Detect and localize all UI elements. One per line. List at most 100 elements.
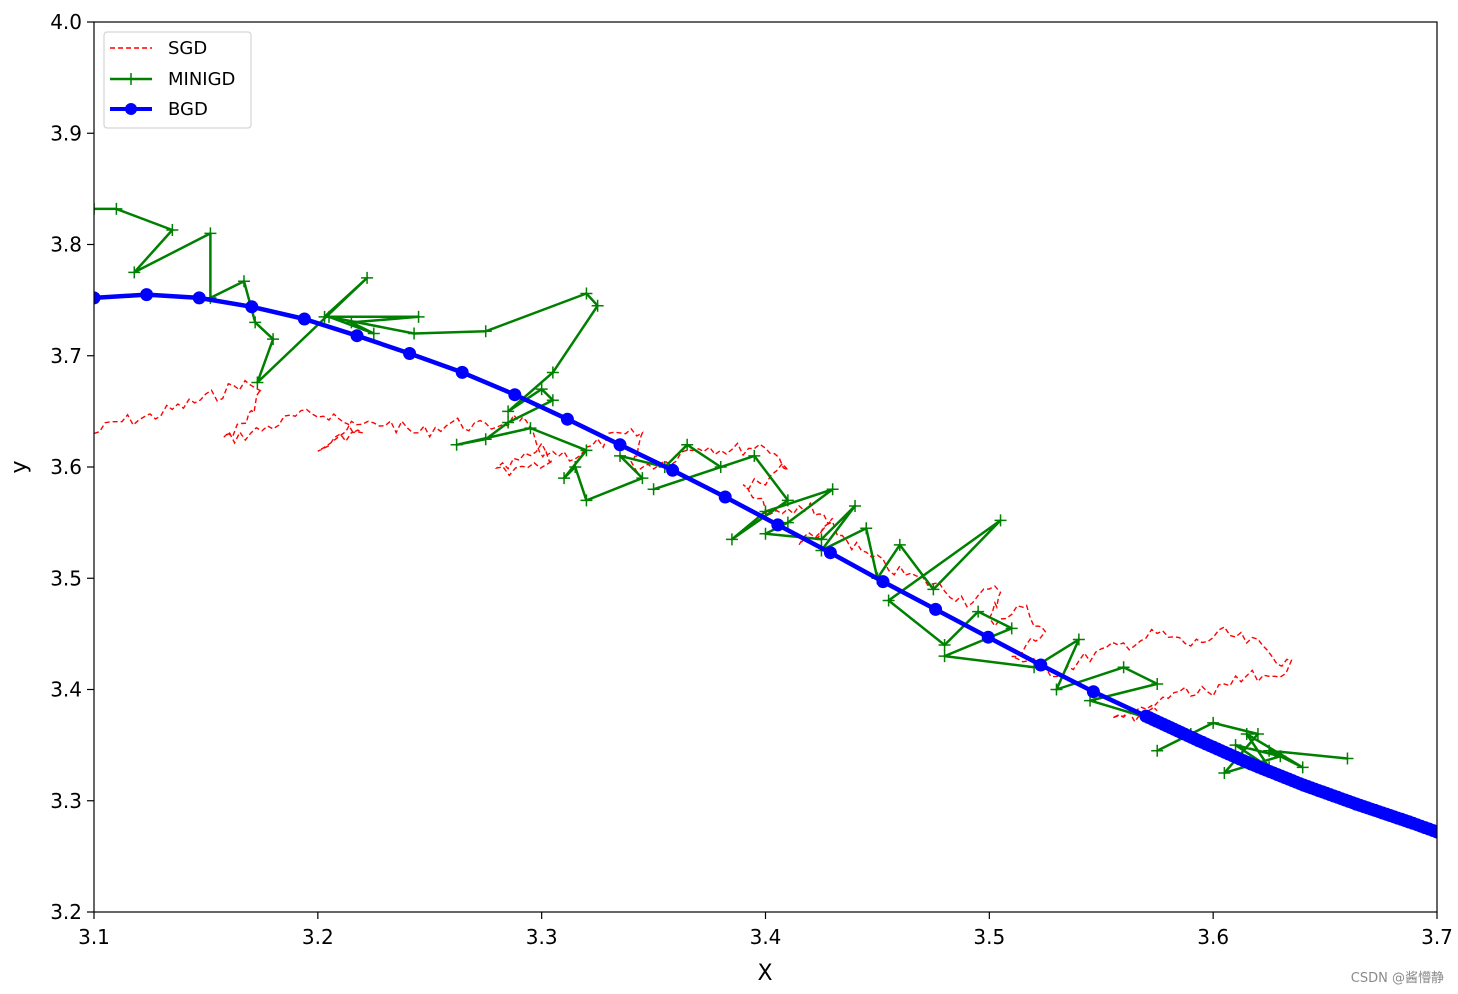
y-tick-label-3: 3.5 — [50, 566, 82, 590]
series-minigd-point-9 — [251, 376, 264, 389]
series-minigd-point-54 — [938, 639, 951, 651]
series-minigd-point-21 — [502, 405, 515, 418]
series-bgd-point-18 — [1034, 658, 1048, 672]
series-bgd-point-11 — [666, 463, 680, 477]
series-minigd-point-67 — [1207, 716, 1220, 729]
series-bgd-point-4 — [297, 312, 311, 326]
series-bgd-point-2 — [192, 291, 206, 305]
series-minigd-point-48 — [860, 522, 873, 535]
series-bgd-point-7 — [455, 365, 469, 379]
series-minigd-point-46 — [849, 499, 862, 512]
series-group — [94, 202, 1437, 839]
series-bgd-point-15 — [876, 575, 890, 589]
x-tick-label-1: 3.2 — [302, 925, 334, 949]
series-minigd-point-44 — [759, 527, 772, 540]
series-bgd-point-5 — [350, 329, 364, 343]
series-minigd-point-37 — [647, 483, 660, 496]
series-minigd-point-62 — [1151, 677, 1164, 690]
series-bgd-point-14 — [823, 546, 837, 560]
x-tick-label-5: 3.6 — [1197, 925, 1229, 949]
series-minigd-point-55 — [972, 605, 985, 618]
series-minigd-point-24 — [502, 416, 515, 429]
series-minigd-point-15 — [323, 310, 336, 323]
y-tick-label-0: 3.2 — [50, 900, 82, 924]
series-minigd-point-7 — [249, 316, 262, 329]
x-tick-label-2: 3.3 — [526, 925, 558, 949]
series-bgd-point-13 — [771, 518, 785, 532]
series-bgd-point-17 — [981, 630, 995, 644]
series-minigd-point-52 — [994, 514, 1007, 527]
x-tick-label-3: 3.4 — [750, 925, 782, 949]
series-minigd-point-25 — [479, 433, 492, 446]
series-minigd-point-0 — [94, 202, 100, 215]
series-minigd-point-45 — [815, 533, 828, 546]
series-bgd-point-6 — [403, 347, 417, 360]
series-minigd-point-17 — [479, 325, 492, 338]
series-minigd-point-4 — [204, 227, 217, 240]
series-minigd-point-8 — [267, 333, 280, 346]
y-tick-label-6: 3.8 — [50, 233, 82, 257]
series-bgd-point-8 — [508, 388, 522, 402]
series-minigd-point-30 — [569, 461, 582, 473]
legend-minigd-label: MINIGD — [168, 69, 235, 90]
series-minigd-point-29 — [558, 472, 571, 485]
series-minigd-point-68 — [1251, 728, 1264, 740]
series-minigd-point-18 — [580, 287, 593, 300]
series-minigd-point-50 — [893, 538, 906, 551]
series-minigd-point-53 — [882, 594, 895, 607]
y-tick-label-4: 3.6 — [50, 455, 82, 479]
x-axis-label: X — [757, 961, 772, 986]
series-minigd-point-22 — [535, 383, 548, 396]
series-minigd-point-56 — [1005, 622, 1018, 635]
legend: SGD MINIGD BGD — [103, 31, 252, 129]
x-tick-label-0: 3.1 — [78, 925, 110, 949]
series-minigd-point-70 — [1274, 750, 1287, 763]
series-minigd-point-57 — [938, 650, 951, 663]
series-minigd-point-20 — [546, 366, 559, 379]
legend-box — [103, 31, 252, 129]
series-minigd-point-42 — [826, 483, 839, 496]
series-bgd-point-9 — [560, 412, 574, 426]
series-minigd-point-66 — [1151, 744, 1164, 757]
series-minigd-point-16 — [408, 327, 421, 340]
series-minigd-point-19 — [591, 299, 604, 312]
series-bgd-point-0 — [94, 291, 101, 305]
series-minigd-point-35 — [681, 438, 694, 451]
legend-bgd-marker — [125, 103, 137, 115]
series-minigd-point-26 — [450, 438, 463, 451]
series-minigd-point-41 — [759, 505, 772, 518]
series-bgd-point-12 — [718, 490, 732, 504]
series-minigd-point-61 — [1117, 661, 1130, 674]
series-minigd-point-40 — [725, 533, 738, 546]
plot-frame — [93, 21, 1438, 913]
legend-sgd-label: SGD — [168, 38, 207, 59]
series-sgd-line — [94, 379, 1293, 723]
series-minigd-point-27 — [524, 422, 537, 435]
y-axis-label: y — [7, 460, 32, 473]
series-minigd-point-6 — [237, 275, 250, 288]
series-minigd-point-28 — [580, 444, 593, 457]
y-tick-label-7: 3.9 — [50, 121, 82, 145]
y-tick-label-1: 3.3 — [50, 789, 82, 813]
series-minigd-line — [94, 207, 1348, 775]
series-bgd-point-19 — [1086, 685, 1100, 699]
y-tick-label-2: 3.4 — [50, 678, 82, 702]
series-bgd-point-16 — [929, 602, 943, 616]
series-minigd-point-13 — [345, 316, 358, 329]
series-minigd-point-14 — [367, 327, 380, 340]
series-minigd-point-3 — [128, 266, 141, 279]
series-minigd-point-12 — [412, 310, 425, 323]
watermark: CSDN @酱懵静 — [1350, 971, 1444, 986]
x-tick-label-6: 3.7 — [1421, 925, 1453, 949]
series-minigd-point-38 — [748, 449, 761, 462]
series-minigd-point-2 — [166, 224, 179, 237]
series-minigd-point-10 — [361, 271, 374, 284]
series-minigd-point-74 — [1296, 761, 1309, 774]
legend-bgd-label: BGD — [168, 99, 208, 120]
series-minigd-point-59 — [1072, 633, 1085, 646]
series-bgd-point-3 — [245, 300, 259, 314]
y-tick-label-8: 4.0 — [50, 10, 82, 34]
series-minigd-point-23 — [546, 394, 559, 407]
x-tick-label-4: 3.5 — [973, 925, 1005, 949]
